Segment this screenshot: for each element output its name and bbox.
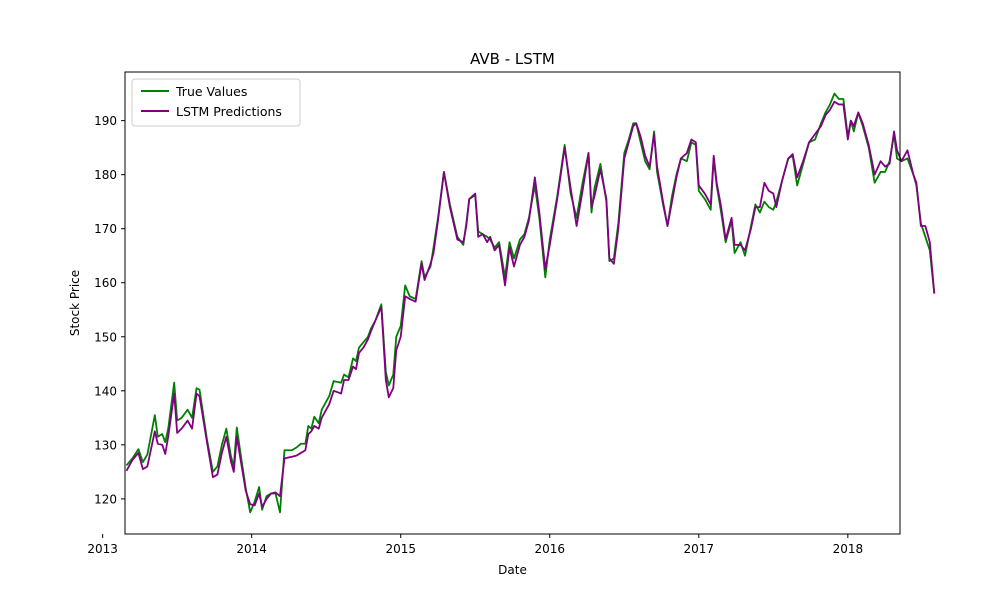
x-axis-label: Date [498, 563, 527, 577]
series-line-true-values [125, 92, 936, 514]
y-tick-label: 130 [94, 438, 117, 452]
legend-box [131, 78, 301, 127]
x-tick-label: 2014 [236, 542, 267, 556]
x-tick-label: 2013 [87, 542, 118, 556]
y-tick-label: 150 [94, 330, 117, 344]
plot-area [125, 92, 936, 514]
legend-label-lstm-predictions: LSTM Predictions [176, 104, 282, 119]
x-tick-label: 2016 [534, 542, 565, 556]
y-tick-label: 190 [94, 114, 117, 128]
plot-frame [124, 71, 901, 535]
y-axis: 120 130 140 150 160 170 180 190 [94, 114, 125, 506]
y-axis-label: Stock Price [68, 270, 82, 336]
y-tick-label: 170 [94, 222, 117, 236]
y-tick-label: 120 [94, 492, 117, 506]
series-line-lstm-predictions [125, 100, 936, 508]
y-tick-label: 140 [94, 384, 117, 398]
y-tick-label: 180 [94, 168, 117, 182]
legend: True Values LSTM Predictions [131, 78, 301, 127]
x-tick-label: 2018 [833, 542, 864, 556]
x-tick-label: 2017 [684, 542, 715, 556]
legend-label-true-values: True Values [175, 84, 247, 99]
y-tick-label: 160 [94, 276, 117, 290]
x-axis: 2013 2014 2015 2016 2017 2018 [87, 534, 863, 556]
x-tick-label: 2015 [385, 542, 416, 556]
chart-title: AVB - LSTM [470, 50, 555, 68]
